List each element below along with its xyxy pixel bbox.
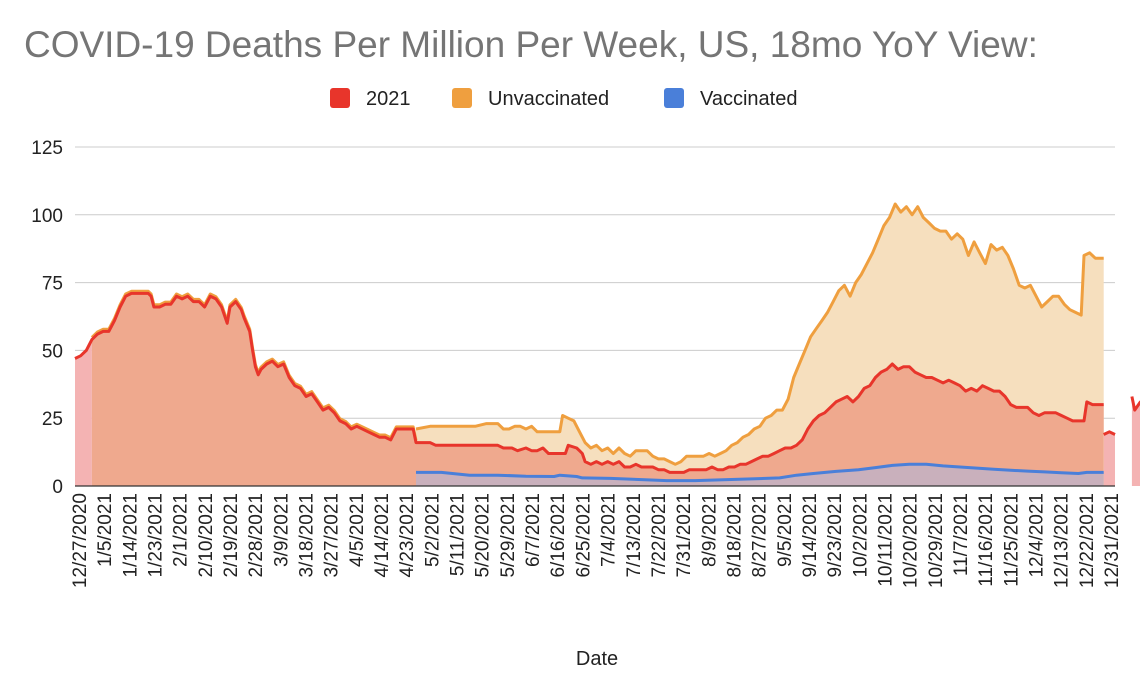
chart-title: COVID-19 Deaths Per Million Per Week, US… [24,24,1038,65]
plot-areas [75,204,1140,486]
area-2021-december [1131,396,1140,486]
legend-label-unvaccinated: Unvaccinated [488,88,609,110]
y-axis-ticks: 0 25 50 75 100 125 [31,138,63,498]
x-tick-label-9-5-2021: 9/5/2021 [775,493,796,567]
line-unvaccinated [415,202,1104,466]
x-tick-label-3-18-2021: 3/18/2021 [297,493,318,578]
x-tick-label-5-2-2021: 5/2/2021 [422,493,443,567]
x-tick-label-7-13-2021: 7/13/2021 [624,493,645,578]
y-tick-label-100: 100 [31,206,63,227]
x-tick-label-8-18-2021: 8/18/2021 [724,493,745,578]
y-tick-label-75: 75 [42,274,63,295]
x-tick-label-4-14-2021: 4/14/2021 [372,493,393,578]
x-tick-label-5-11-2021: 5/11/2021 [448,493,469,576]
legend-swatch-vaccinated [664,88,684,108]
x-tick-label-9-14-2021: 9/14/2021 [800,493,821,578]
x-tick-label-8-9-2021: 8/9/2021 [699,493,720,567]
x-tick-label-12-4-2021: 12/4/2021 [1026,493,1047,578]
x-tick-label-3-9-2021: 3/9/2021 [271,493,292,567]
x-tick-label-10-20-2021: 10/20/2021 [901,493,922,588]
x-tick-label-11-25-2021: 11/25/2021 [1001,493,1022,587]
x-tick-label-7-31-2021: 7/31/2021 [674,493,695,578]
line-vaccinated [416,462,1104,483]
x-tick-label-5-20-2021: 5/20/2021 [473,493,494,578]
x-tick-label-2-10-2021: 2/10/2021 [196,493,217,578]
x-tick-label-7-4-2021: 7/4/2021 [599,493,620,567]
x-tick-label-12-22-2021: 12/22/2021 [1077,493,1098,588]
x-tick-label-10-2-2021: 10/2/2021 [850,493,871,578]
x-tick-label-2-1-2021: 2/1/2021 [171,493,192,567]
x-tick-label-1-14-2021: 1/14/2021 [120,493,141,578]
x-tick-label-9-23-2021: 9/23/2021 [825,493,846,578]
x-tick-label-3-27-2021: 3/27/2021 [322,493,343,578]
x-tick-label-1-5-2021: 1/5/2021 [95,493,116,567]
x-tick-label-10-11-2021: 10/11/2021 [875,493,896,587]
x-tick-label-12-27-2020: 12/27/2020 [70,493,91,588]
line-2021-tail [1103,430,1116,436]
legend-label-2021: 2021 [366,88,411,110]
x-tick-label-6-25-2021: 6/25/2021 [573,493,594,578]
x-tick-label-1-23-2021: 1/23/2021 [146,493,167,578]
x-tick-label-2-19-2021: 2/19/2021 [221,493,242,578]
area-vaccinated [416,464,1104,486]
x-tick-label-10-29-2021: 10/29/2021 [926,493,947,588]
line-2021 [74,291,1104,474]
x-tick-label-12-13-2021: 12/13/2021 [1052,493,1073,588]
x-tick-label-8-27-2021: 8/27/2021 [750,493,771,578]
legend-swatch-unvaccinated [452,88,472,108]
area-2021-tail [1103,431,1115,486]
x-axis-ticks: 12/27/2020 1/5/2021 1/14/2021 1/23/2021 2/1/… [70,493,1123,588]
plot-lines [74,202,1140,483]
x-tick-label-7-22-2021: 7/22/2021 [649,493,670,578]
x-tick-label-4-5-2021: 4/5/2021 [347,493,368,567]
x-tick-label-6-16-2021: 6/16/2021 [548,493,569,578]
x-tick-label-11-16-2021: 11/16/2021 [976,493,997,587]
x-tick-label-6-7-2021: 6/7/2021 [523,493,544,567]
x-tick-label-5-29-2021: 5/29/2021 [498,493,519,578]
y-tick-label-0: 0 [52,477,63,498]
x-tick-label-4-23-2021: 4/23/2021 [397,493,418,578]
area-2021-lead [75,339,92,486]
legend-label-vaccinated: Vaccinated [700,88,797,110]
y-tick-label-25: 25 [42,409,63,430]
x-tick-label-11-7-2021: 11/7/2021 [951,493,972,576]
legend: 2021 Unvaccinated Vaccinated [330,88,797,110]
area-2021 [91,293,1104,486]
legend-swatch-2021 [330,88,350,108]
x-tick-label-2-28-2021: 2/28/2021 [246,493,267,578]
y-tick-label-125: 125 [31,138,63,159]
y-tick-label-50: 50 [42,341,63,362]
x-tick-label-12-31-2021: 12/31/2021 [1102,493,1123,588]
x-axis-title: Date [576,648,618,670]
